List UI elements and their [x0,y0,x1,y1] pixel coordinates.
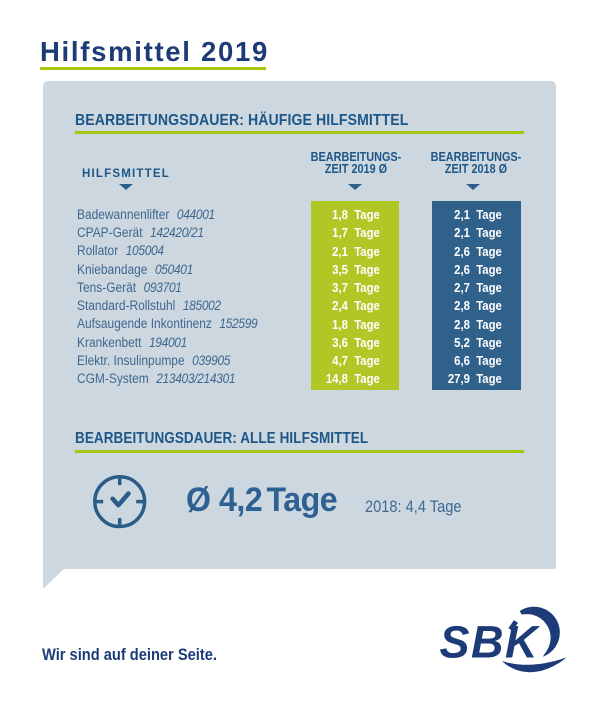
svg-text:SBK: SBK [440,617,542,668]
